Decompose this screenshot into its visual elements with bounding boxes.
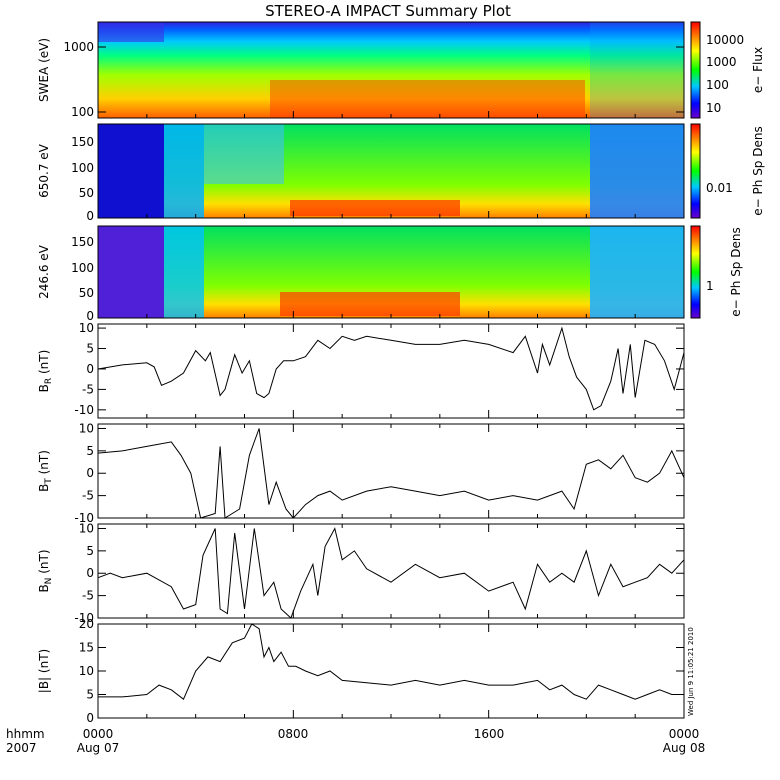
pad-650-ytick: 150 xyxy=(71,135,94,149)
bmag-panel: |B| (nT) 0 5 10 15 20 xyxy=(37,617,685,725)
bt-ylabel: BT (nT) xyxy=(37,450,54,492)
bmag-ytick-label: 15 xyxy=(79,641,94,655)
bt-series-line xyxy=(97,428,685,519)
swea-quiet-right xyxy=(590,22,684,118)
pad-246-ytick: 0 xyxy=(86,309,94,323)
swea-ylabel: SWEA (eV) xyxy=(37,38,51,102)
br-plot-area: -10 -5 0 5 10 xyxy=(74,321,685,418)
swea-cb-label: e− Flux xyxy=(751,47,765,93)
bt-ytick-label: 10 xyxy=(79,421,94,435)
x-axis-year-label: 2007 xyxy=(6,741,37,755)
swea-colorbar xyxy=(690,21,701,119)
bmag-ytick-label: 20 xyxy=(79,617,94,631)
bn-panel: BN (nT) -10 -5 0 5 10 xyxy=(37,521,685,625)
pad-650-colorbar xyxy=(690,123,701,219)
bn-ytick-label: 0 xyxy=(86,566,94,580)
bt-plot-area: -10 -5 0 5 10 xyxy=(74,421,685,525)
swea-spectrogram-panel: 1000 100 SWEA (eV) 10000 1000 100 10 e− … xyxy=(37,21,765,119)
pad-246-cb-tick: 1 xyxy=(706,279,714,293)
bn-series-line xyxy=(97,527,685,619)
x-tick-label: 0800 xyxy=(278,727,309,741)
bn-plot-area: -10 -5 0 5 10 xyxy=(74,521,685,625)
pad-246-hot xyxy=(280,292,460,316)
bmag-plot-area: 0 5 10 15 20 xyxy=(79,617,685,725)
x-start-date: Aug 07 xyxy=(77,741,120,755)
side-timestamp: Wed Jun 9 11:05:21 2010 xyxy=(687,627,695,716)
swea-ytick: 100 xyxy=(71,105,94,119)
br-ytick-label: -10 xyxy=(74,403,94,417)
br-ytick-label: 0 xyxy=(86,362,94,376)
bt-ytick-label: -5 xyxy=(82,489,94,503)
bt-ytick-label: 5 xyxy=(86,444,94,458)
x-end-date: Aug 08 xyxy=(663,741,706,755)
swea-ytick: 1000 xyxy=(63,40,94,54)
swea-cb-tick: 10 xyxy=(706,101,721,115)
pad-650-ylabel: 650.7 eV xyxy=(37,143,51,198)
bmag-ylabel: |B| (nT) xyxy=(37,649,51,693)
pad-650-cb-label: e− Ph Sp Dens xyxy=(751,126,765,215)
pad-650-low-left xyxy=(98,124,164,218)
bn-ylabel: BN (nT) xyxy=(37,549,54,592)
pad-650-ytick: 0 xyxy=(86,209,94,223)
pad-650-hot xyxy=(290,200,460,216)
swea-quiet-left xyxy=(98,22,164,42)
bn-ytick-label: -5 xyxy=(82,589,94,603)
pad-650-ytick: 100 xyxy=(71,161,94,175)
pad-650-low-right xyxy=(590,124,684,218)
pad-246-ytick: 50 xyxy=(79,286,94,300)
pad-650-ytick: 50 xyxy=(79,186,94,200)
swea-spectrogram xyxy=(98,22,684,118)
swea-cb-tick: 10000 xyxy=(706,33,744,47)
swea-cb-tick: 100 xyxy=(706,78,729,92)
br-ytick-label: -5 xyxy=(82,382,94,396)
swea-cb-tick: 1000 xyxy=(706,55,737,69)
swea-enhanced-center xyxy=(270,80,585,118)
bt-panel: BT (nT) -10 -5 0 5 10 xyxy=(37,421,685,525)
pad-246-low-left xyxy=(98,226,164,318)
br-ytick-label: 5 xyxy=(86,342,94,356)
bn-ytick-label: 5 xyxy=(86,544,94,558)
x-axis-unit-label: hhmm xyxy=(6,727,45,741)
bmag-series-line xyxy=(98,623,684,700)
pad-650-panel: 150 100 50 0 650.7 eV 0.01 e− Ph Sp Dens xyxy=(37,123,765,223)
pad-246-ytick: 100 xyxy=(71,261,94,275)
pad-246-panel: 150 100 50 0 246.6 eV 1 e− Ph Sp Dens xyxy=(37,225,743,323)
pad-246-ytick: 150 xyxy=(71,235,94,249)
br-ytick-label: 10 xyxy=(79,321,94,335)
br-panel: BR (nT) -10 -5 0 5 10 xyxy=(37,321,685,419)
bt-ytick-label: 0 xyxy=(86,466,94,480)
bmag-ytick-label: 5 xyxy=(86,688,94,702)
pad-650-mixed xyxy=(164,124,204,218)
bt-ytick-label: -10 xyxy=(74,511,94,525)
pad-650-cb-tick: 0.01 xyxy=(706,181,733,195)
pad-246-low-right xyxy=(590,226,684,318)
x-axis: hhmm 2007 0000 0800 1600 0000 Aug 07 Aug… xyxy=(6,727,705,755)
bn-ytick-label: 10 xyxy=(79,521,94,535)
x-tick-label: 1600 xyxy=(474,727,505,741)
br-ylabel: BR (nT) xyxy=(37,350,54,393)
br-series-line xyxy=(97,326,685,411)
pad-246-colorbar xyxy=(690,225,701,319)
bmag-ytick-label: 0 xyxy=(86,711,94,725)
pad-246-mixed xyxy=(164,226,204,318)
bmag-ytick-label: 10 xyxy=(79,664,94,678)
bn-ytick-label: -10 xyxy=(74,611,94,625)
pad-246-cb-label: e− Ph Sp Dens xyxy=(729,227,743,316)
pad-650-mixed2 xyxy=(204,124,284,184)
figure-title: STEREO-A IMPACT Summary Plot xyxy=(265,2,511,20)
x-tick-label: 0000 xyxy=(669,727,700,741)
x-tick-label: 0000 xyxy=(83,727,114,741)
pad-246-ylabel: 246.6 eV xyxy=(37,244,51,299)
